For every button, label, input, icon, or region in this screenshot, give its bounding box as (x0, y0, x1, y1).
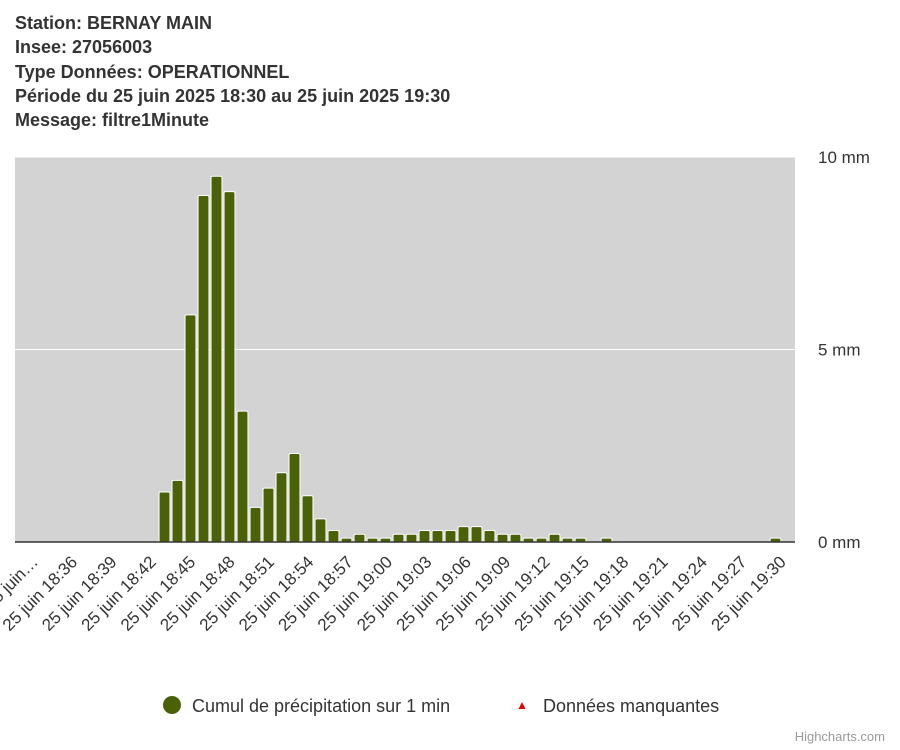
bar[interactable] (171, 479, 184, 543)
bar[interactable] (470, 526, 483, 543)
bar[interactable] (444, 529, 457, 543)
bar[interactable] (509, 533, 522, 543)
legend-missing-triangle-icon[interactable] (518, 702, 526, 709)
legend-missing-label[interactable]: Données manquantes (543, 696, 719, 716)
bar[interactable] (288, 452, 301, 543)
bar[interactable] (262, 487, 275, 543)
bar[interactable] (314, 518, 327, 543)
bar[interactable] (197, 195, 210, 543)
bar[interactable] (392, 533, 405, 543)
legend-series-label[interactable]: Cumul de précipitation sur 1 min (192, 696, 450, 716)
bar[interactable] (184, 314, 197, 543)
bar[interactable] (249, 506, 262, 543)
bar[interactable] (275, 472, 288, 543)
legend: Cumul de précipitation sur 1 min Données… (163, 696, 719, 716)
bar[interactable] (483, 529, 496, 543)
bar[interactable] (301, 495, 314, 543)
y-axis-labels: 0 mm 5 mm 10 mm (818, 148, 870, 552)
insee-title: Insee: 27056003 (15, 37, 153, 58)
station-title: Station: BERNAY MAIN (15, 13, 213, 33)
legend-series-marker[interactable] (163, 696, 181, 714)
bar[interactable] (457, 526, 470, 543)
bar[interactable] (405, 533, 418, 543)
credits-link[interactable]: Highcharts.com (794, 729, 885, 744)
bar[interactable] (236, 410, 249, 543)
bar-series (158, 175, 782, 543)
y-tick-label: 0 mm (818, 533, 861, 552)
bar[interactable] (496, 533, 509, 543)
bar[interactable] (418, 529, 431, 543)
message-title: Message: filtre1Minute (15, 110, 210, 131)
bar[interactable] (327, 529, 340, 543)
bar[interactable] (431, 529, 444, 543)
type-title: Type Données: OPERATIONNEL (15, 61, 290, 82)
period-title: Période du 25 juin 2025 18:30 au 25 juin… (15, 85, 451, 106)
y-tick-label: 5 mm (818, 341, 861, 360)
grid-lines (15, 156, 795, 350)
bar[interactable] (210, 175, 223, 543)
bar[interactable] (158, 491, 171, 543)
bar[interactable] (548, 533, 561, 543)
y-tick-label: 10 mm (818, 148, 870, 167)
bar[interactable] (223, 191, 236, 543)
bar[interactable] (353, 533, 366, 543)
chart-header: Station: BERNAY MAIN Insee: 27056003 Typ… (15, 11, 450, 132)
